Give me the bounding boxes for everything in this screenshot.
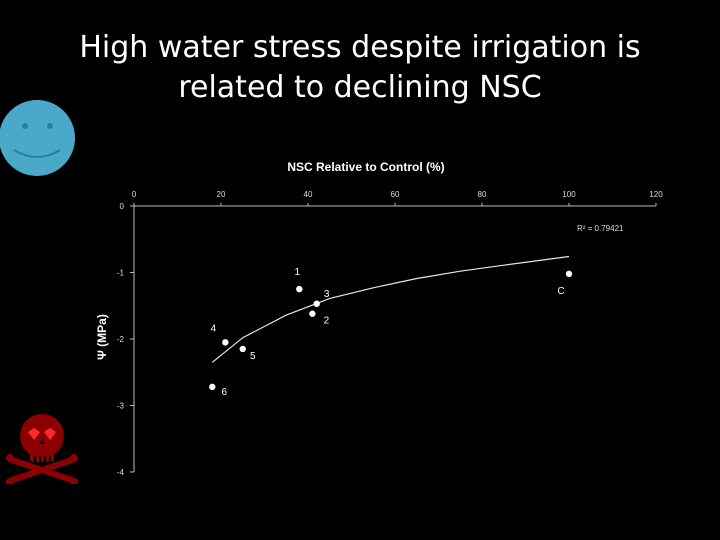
data-point-label: 2 bbox=[324, 316, 330, 327]
smiley-face-icon bbox=[0, 100, 75, 176]
data-point bbox=[222, 339, 229, 346]
slide-title-line-2: related to declining NSC bbox=[178, 70, 542, 105]
y-tick-label: -3 bbox=[117, 402, 125, 411]
slide-title: High water stress despite irrigation is … bbox=[60, 28, 660, 108]
data-point-label: 1 bbox=[295, 267, 301, 278]
y-tick-label: -4 bbox=[117, 468, 125, 477]
x-tick-label: 0 bbox=[132, 190, 137, 199]
r-squared-label: R² = 0.79421 bbox=[577, 224, 624, 233]
data-point bbox=[209, 383, 216, 391]
y-tick-label: -1 bbox=[117, 269, 125, 278]
x-tick-label: 60 bbox=[391, 190, 400, 199]
x-tick-label: 80 bbox=[478, 190, 487, 199]
data-point bbox=[296, 285, 303, 293]
y-tick-label: -2 bbox=[117, 335, 125, 344]
data-point-label: 5 bbox=[250, 351, 256, 362]
data-point-label: 6 bbox=[222, 387, 228, 398]
y-tick-label: 0 bbox=[120, 202, 125, 211]
x-tick-label: 120 bbox=[649, 190, 663, 199]
x-tick-label: 100 bbox=[562, 190, 576, 199]
x-tick-label: 40 bbox=[304, 190, 313, 199]
data-point bbox=[239, 345, 246, 353]
chart-title: NSC Relative to Control (%) bbox=[287, 160, 444, 174]
y-axis-label: Ψ (MPa) bbox=[95, 314, 109, 360]
skull-crossbones-icon bbox=[6, 414, 78, 484]
data-point bbox=[313, 300, 320, 307]
data-point bbox=[565, 270, 573, 278]
data-point bbox=[309, 310, 316, 317]
trendline bbox=[211, 255, 570, 363]
data-point-label: 3 bbox=[324, 289, 330, 300]
data-point-label: C bbox=[557, 286, 564, 297]
x-tick-label: 20 bbox=[217, 190, 226, 199]
slide-title-line-1: High water stress despite irrigation is bbox=[79, 30, 641, 65]
data-point-label: 4 bbox=[211, 323, 217, 334]
